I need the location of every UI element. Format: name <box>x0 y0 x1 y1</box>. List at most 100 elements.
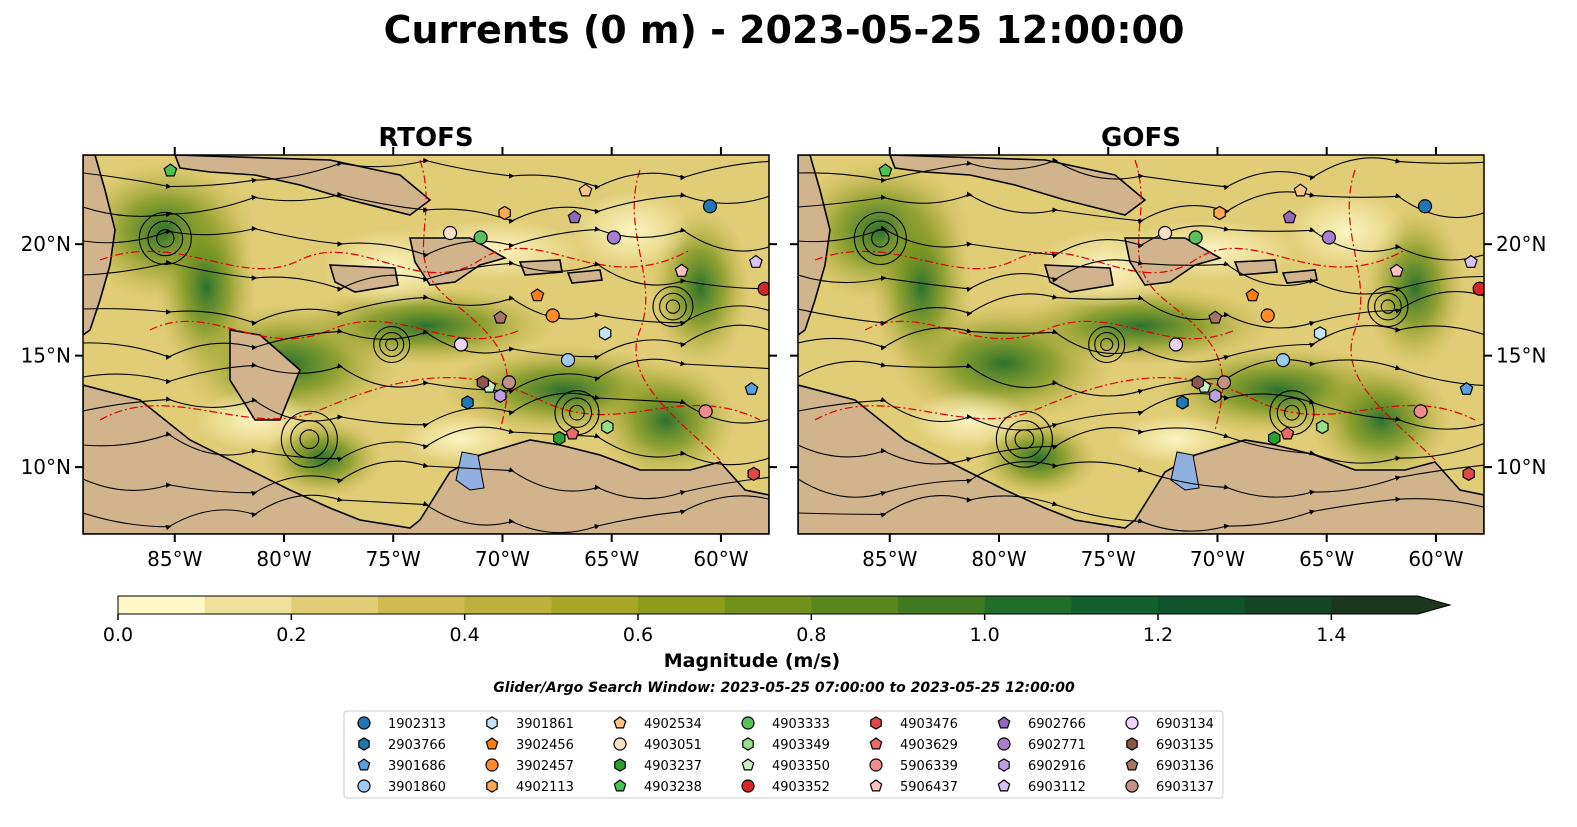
legend-marker <box>742 737 754 751</box>
legend-entry-3901686: 3901686 <box>357 758 446 774</box>
colorbar-swatch <box>1244 596 1332 614</box>
platform-marker-6903112 <box>748 254 763 268</box>
legend-entry-6903136: 6903136 <box>1125 758 1214 774</box>
map-frame-rtofs <box>82 154 770 535</box>
eddy-streamline <box>299 429 320 450</box>
legend-marker <box>741 716 755 730</box>
streamline <box>83 358 769 395</box>
platform-marker-4902113 <box>1213 205 1226 221</box>
streamline <box>798 495 1484 532</box>
platform-legend: 1902313 2903766 3901686 3901860 3901861 39024… <box>343 710 1224 799</box>
platform-marker-6903136 <box>1208 310 1223 324</box>
streamline <box>798 393 1484 431</box>
platform-marker-3901861 <box>598 326 612 341</box>
platform-marker-6902916 <box>1209 388 1222 403</box>
legend-marker <box>614 758 626 772</box>
eddy-streamline <box>652 286 694 328</box>
legend-label: 6902916 <box>1028 759 1086 774</box>
x-tick-label: 60°W <box>1408 547 1463 571</box>
map-body-gofs <box>798 155 1484 534</box>
y-tick-label: 10°N <box>1496 455 1546 479</box>
eddy-streamline <box>290 420 329 459</box>
legend-entry-4902534: 4902534 <box>613 716 702 732</box>
colorbar-swatch <box>464 596 552 614</box>
platform-marker-3902456 <box>530 288 545 302</box>
platform-marker-1902313 <box>1417 199 1433 214</box>
legend-label: 3902457 <box>516 759 574 774</box>
platform-marker-3901860 <box>1275 353 1291 368</box>
platform-marker-4902113 <box>498 205 511 221</box>
legend-entry-4903352: 4903352 <box>741 779 830 795</box>
x-tick-label: 85°W <box>147 547 202 571</box>
platform-marker-3901686 <box>1459 381 1474 395</box>
legend-marker <box>613 779 627 792</box>
eddy-streamline <box>156 229 175 248</box>
x-axis-gofs: 85°W 80°W 75°W 70°W 65°W 60°W <box>862 147 1464 571</box>
colorbar-swatch <box>118 596 206 614</box>
legend-label: 4903238 <box>644 780 702 795</box>
platform-marker-2903766 <box>1176 395 1189 410</box>
legend-entry-4903051: 4903051 <box>613 737 702 753</box>
legend-entry-4903476: 4903476 <box>870 716 958 732</box>
x-tick-label: 75°W <box>1081 547 1136 571</box>
colorbar-swatch <box>291 596 379 614</box>
x-tick-label: 60°W <box>693 547 748 571</box>
eddy-streamline <box>147 220 184 257</box>
platform-marker-4902534 <box>578 183 593 197</box>
platform-marker-5906339 <box>1413 404 1428 419</box>
y-tick-label: 15°N <box>21 344 71 368</box>
platform-marker-5906437 <box>674 263 689 277</box>
colorbar-swatch <box>1071 596 1159 614</box>
x-tick-label: 85°W <box>862 547 917 571</box>
eddy-streamline <box>1094 331 1120 358</box>
legend-marker <box>1125 716 1139 730</box>
platform-marker-4903476 <box>747 466 760 481</box>
platform-marker-4903349 <box>601 419 614 435</box>
streamlines-gofs <box>798 157 1484 532</box>
legend-entry-3902456: 3902456 <box>485 737 574 753</box>
platform-marker-4903352 <box>1472 281 1484 296</box>
streamline <box>83 494 769 534</box>
legend-marker <box>1125 758 1139 771</box>
panel-title-rtofs: RTOFS <box>378 123 473 153</box>
legend-label: 6903137 <box>1156 780 1214 795</box>
figure-title: Currents (0 m) - 2023-05-25 12:00:00 <box>384 8 1185 52</box>
eddy-streamline <box>862 220 899 257</box>
platform-marker-6903135 <box>476 375 489 390</box>
legend-entry-3901860: 3901860 <box>357 779 446 795</box>
colorbar-tick-label: 0.6 <box>623 624 653 646</box>
legend-entry-1902313: 1902313 <box>357 716 446 732</box>
legend-marker <box>1125 779 1139 793</box>
colorbar-swatch <box>638 596 726 614</box>
platform-markers-gofs <box>878 163 1484 481</box>
legend-entry-6902771: 6902771 <box>997 737 1086 753</box>
legend-marker <box>357 779 371 793</box>
y-axis-gofs: 10°N 15°N 20°N <box>790 232 1546 479</box>
legend-marker <box>741 779 755 793</box>
legend-marker <box>869 737 883 750</box>
platform-marker-4903333 <box>473 230 488 245</box>
colorbar-swatch <box>1331 596 1419 614</box>
legend-label: 4902113 <box>516 780 574 795</box>
eddy-streamline <box>1088 325 1126 364</box>
legend-entry-6903112: 6903112 <box>997 779 1086 795</box>
legend-entry-4902113: 4902113 <box>486 779 574 795</box>
legend-marker <box>485 737 499 750</box>
legend-label: 4903051 <box>644 738 702 753</box>
streamline <box>798 427 1484 465</box>
eddy-streamline <box>665 299 681 314</box>
legend-label: 4903476 <box>900 717 958 732</box>
streamline <box>798 157 1484 191</box>
streamline <box>83 191 769 224</box>
platform-marker-4903051 <box>442 225 458 241</box>
colorbar-swatch <box>984 596 1072 614</box>
platform-marker-6903134 <box>453 337 469 352</box>
legend-marker <box>870 716 882 730</box>
legend-label: 4903352 <box>772 780 830 795</box>
platform-marker-4903237 <box>552 430 566 446</box>
colorbar-extend-arrow <box>1418 596 1450 614</box>
legend-label: 6903136 <box>1156 759 1214 774</box>
y-tick-label: 15°N <box>1496 344 1546 368</box>
legend-label: 4903333 <box>772 717 830 732</box>
platform-marker-4903352 <box>757 281 769 296</box>
